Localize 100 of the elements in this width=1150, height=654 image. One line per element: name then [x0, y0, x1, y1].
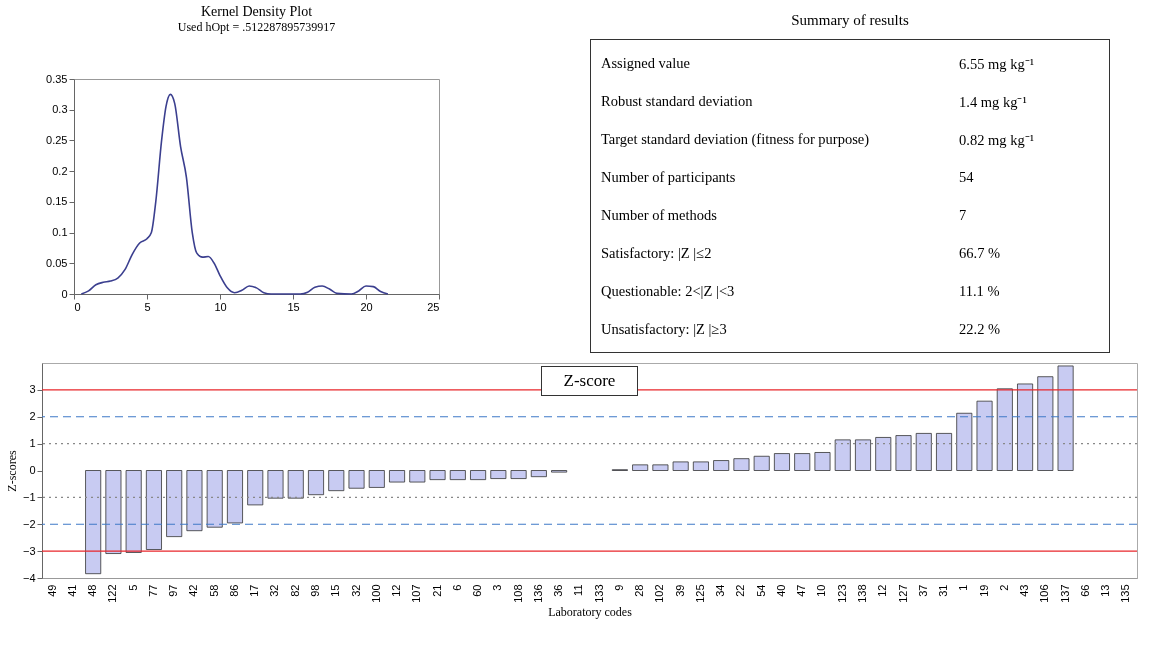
y-tick-label: −2	[22, 517, 36, 530]
x-tick-label: 6	[450, 584, 463, 591]
text: Robust standard deviation	[601, 91, 754, 111]
bar	[895, 435, 912, 471]
y-tick-label: 0.15	[46, 195, 68, 208]
bar	[368, 470, 385, 488]
chart-subtitle: Used hOpt = .512287895739917	[177, 20, 336, 34]
bar	[956, 412, 973, 471]
x-tick-label: 137	[1058, 584, 1071, 603]
x-tick-label: 60	[471, 584, 484, 597]
y-tick-label: 0.3	[52, 103, 68, 116]
x-tick-label: 31	[937, 584, 950, 597]
x-tick-label: 12	[390, 584, 403, 597]
bar	[713, 460, 730, 471]
bar	[389, 470, 406, 483]
bar	[510, 470, 527, 479]
bar	[226, 470, 243, 524]
y-tick-label: −1	[22, 490, 36, 503]
bar	[1057, 365, 1074, 471]
text: Unsatisfactory: |Z |≥3	[601, 319, 728, 339]
x-tick-label: 12	[876, 584, 889, 597]
x-tick-label: 102	[653, 584, 666, 603]
x-tick-label: 47	[795, 584, 808, 597]
text: Questionable: 2<|Z |<3	[601, 281, 736, 301]
x-tick-label: 107	[410, 584, 423, 603]
bar	[814, 452, 831, 471]
bar	[976, 400, 993, 471]
text: Number of participants	[601, 167, 737, 187]
x-tick-label: 13	[1099, 584, 1112, 597]
x-axis-title: Laboratory codes	[548, 604, 633, 619]
x-tick-label: 54	[754, 584, 767, 597]
text: Number of methods	[601, 205, 718, 225]
x-tick-label: 2	[997, 584, 1010, 591]
x-tick-label: 138	[856, 584, 868, 603]
bar	[267, 470, 284, 499]
bar	[470, 470, 487, 481]
x-tick-label: 11	[572, 584, 585, 596]
y-tick-label: −3	[22, 544, 36, 557]
x-tick-label: 77	[146, 584, 159, 597]
y-tick-label: 0.35	[46, 72, 68, 85]
y-tick-label: 0	[29, 464, 36, 476]
x-tick-label: 100	[369, 584, 382, 603]
bar	[328, 470, 345, 492]
x-tick-label: 37	[916, 584, 929, 597]
x-tick-label: 108	[511, 584, 524, 603]
bar	[753, 455, 770, 471]
x-tick-label: 22	[734, 584, 747, 597]
x-tick-label: 3	[491, 584, 504, 591]
x-tick-label: 39	[673, 584, 686, 597]
x-tick-label: 15	[287, 300, 300, 313]
bar	[1017, 383, 1034, 471]
text: Z-score	[540, 366, 639, 396]
y-axis-title: Z-scores	[4, 450, 19, 492]
bar	[855, 439, 871, 471]
bar	[206, 470, 223, 528]
text: 54	[959, 167, 975, 187]
text: 0.82 mg kg⁻¹	[959, 131, 1035, 150]
x-tick-label: 5	[126, 584, 139, 591]
x-tick-label: 32	[268, 584, 281, 597]
text: Target standard deviation (fitness for purpose)	[601, 129, 871, 149]
x-tick-label: 48	[86, 584, 99, 597]
x-tick-label: 42	[187, 584, 200, 597]
chart-title: Kernel Density Plot	[200, 4, 313, 19]
bar	[429, 470, 446, 481]
bar	[936, 433, 953, 471]
x-tick-label: 10	[815, 584, 828, 597]
text: 1.4 mg kg⁻¹	[959, 93, 1028, 112]
x-tick-label: 58	[207, 584, 220, 597]
x-tick-label: 5	[144, 300, 151, 313]
y-tick-label: −4	[22, 571, 36, 584]
bar	[692, 461, 709, 471]
bar	[287, 470, 304, 499]
x-tick-label: 98	[309, 584, 321, 597]
text: Summary of results	[790, 12, 910, 29]
y-tick-label: 3	[29, 383, 36, 396]
x-tick-label: 133	[592, 584, 605, 603]
bar	[308, 470, 324, 496]
x-tick-label: 15	[329, 584, 342, 597]
x-tick-label: 41	[65, 584, 78, 597]
text: Assigned value	[601, 53, 691, 73]
bar	[85, 470, 102, 575]
bar	[996, 388, 1013, 471]
bar	[247, 470, 264, 506]
x-tick-label: 17	[248, 584, 261, 597]
x-tick-label: 66	[1078, 584, 1091, 597]
x-tick-label: 9	[612, 584, 625, 591]
y-tick-label: 0.05	[46, 256, 68, 269]
x-tick-label: 122	[106, 584, 119, 603]
bar	[672, 461, 689, 471]
bar	[794, 453, 811, 471]
x-tick-label: 21	[430, 584, 443, 597]
bar	[1037, 376, 1054, 471]
text: 7	[959, 205, 968, 225]
text: 6.55 mg kg⁻¹	[959, 55, 1035, 74]
x-tick-label: 43	[1018, 584, 1031, 597]
x-tick-label: 136	[531, 584, 544, 603]
bar	[409, 470, 426, 483]
x-tick-label: 49	[45, 584, 58, 597]
bar	[105, 470, 122, 554]
x-tick-label: 0	[74, 300, 81, 313]
